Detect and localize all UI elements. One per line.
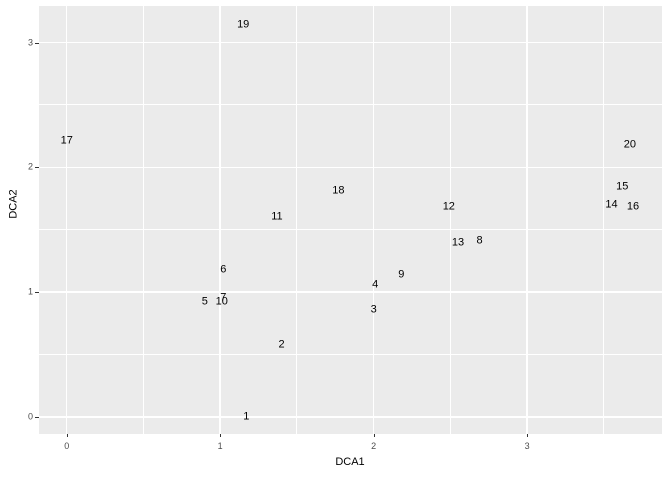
point-label-11: 11	[271, 210, 283, 223]
gridline-x-minor	[449, 5, 451, 434]
gridline-x-major	[219, 5, 221, 434]
gridline-x-major	[526, 5, 528, 434]
gridline-x-minor	[603, 5, 605, 434]
gridline-y-minor	[38, 354, 662, 355]
gridline-x-major	[372, 5, 375, 434]
x-tick-mark	[66, 433, 68, 437]
point-label-2: 2	[278, 338, 285, 351]
x-tick-mark	[373, 433, 375, 437]
gridline-x-minor	[142, 5, 144, 434]
gridline-x-major	[65, 5, 68, 434]
y-tick-label: 2	[27, 161, 33, 172]
point-label-5: 5	[201, 295, 208, 308]
y-tick-label: 0	[27, 411, 33, 422]
point-label-15: 15	[616, 180, 629, 193]
x-tick-label: 1	[217, 441, 223, 451]
y-tick-label: 3	[27, 37, 33, 48]
x-axis-title: DCA1	[335, 456, 365, 468]
point-label-14: 14	[605, 198, 618, 211]
gridline-y-minor	[38, 229, 662, 231]
point-label-13: 13	[451, 236, 465, 249]
point-label-12: 12	[442, 200, 455, 213]
y-axis-title: DCA2	[7, 189, 20, 219]
y-tick-mark	[35, 167, 39, 169]
point-label-10: 10	[215, 295, 228, 308]
gridline-y-major	[38, 41, 662, 44]
x-tick-label: 2	[371, 441, 377, 451]
point-label-20: 20	[623, 138, 636, 151]
x-tick-label: 0	[64, 441, 70, 451]
point-label-6: 6	[220, 263, 227, 276]
point-label-16: 16	[626, 200, 640, 213]
point-label-18: 18	[332, 184, 345, 197]
gridline-y-major	[38, 291, 662, 293]
y-tick-label: 1	[27, 286, 33, 297]
y-tick-mark	[35, 42, 39, 44]
point-label-9: 9	[398, 268, 405, 281]
x-tick-mark	[220, 433, 222, 437]
point-label-3: 3	[370, 303, 377, 316]
y-tick-mark	[35, 416, 39, 418]
point-label-19: 19	[237, 18, 250, 31]
x-tick-label: 3	[524, 441, 530, 451]
gridline-y-major	[38, 416, 662, 418]
point-label-4: 4	[372, 278, 379, 291]
gridline-y-major	[38, 166, 662, 169]
point-label-8: 8	[476, 234, 483, 247]
x-tick-mark	[527, 433, 529, 437]
y-tick-mark	[35, 292, 39, 294]
point-label-1: 1	[243, 410, 250, 423]
point-label-7: 7	[220, 291, 227, 304]
plot-panel: 1 2 3 4 5 6 7 8 9 10 11 12 13 14 15 16 17 18 19 20	[38, 5, 662, 434]
gridline-x-minor	[296, 5, 298, 434]
gridline-y-minor	[38, 104, 662, 106]
point-label-17: 17	[60, 134, 73, 147]
